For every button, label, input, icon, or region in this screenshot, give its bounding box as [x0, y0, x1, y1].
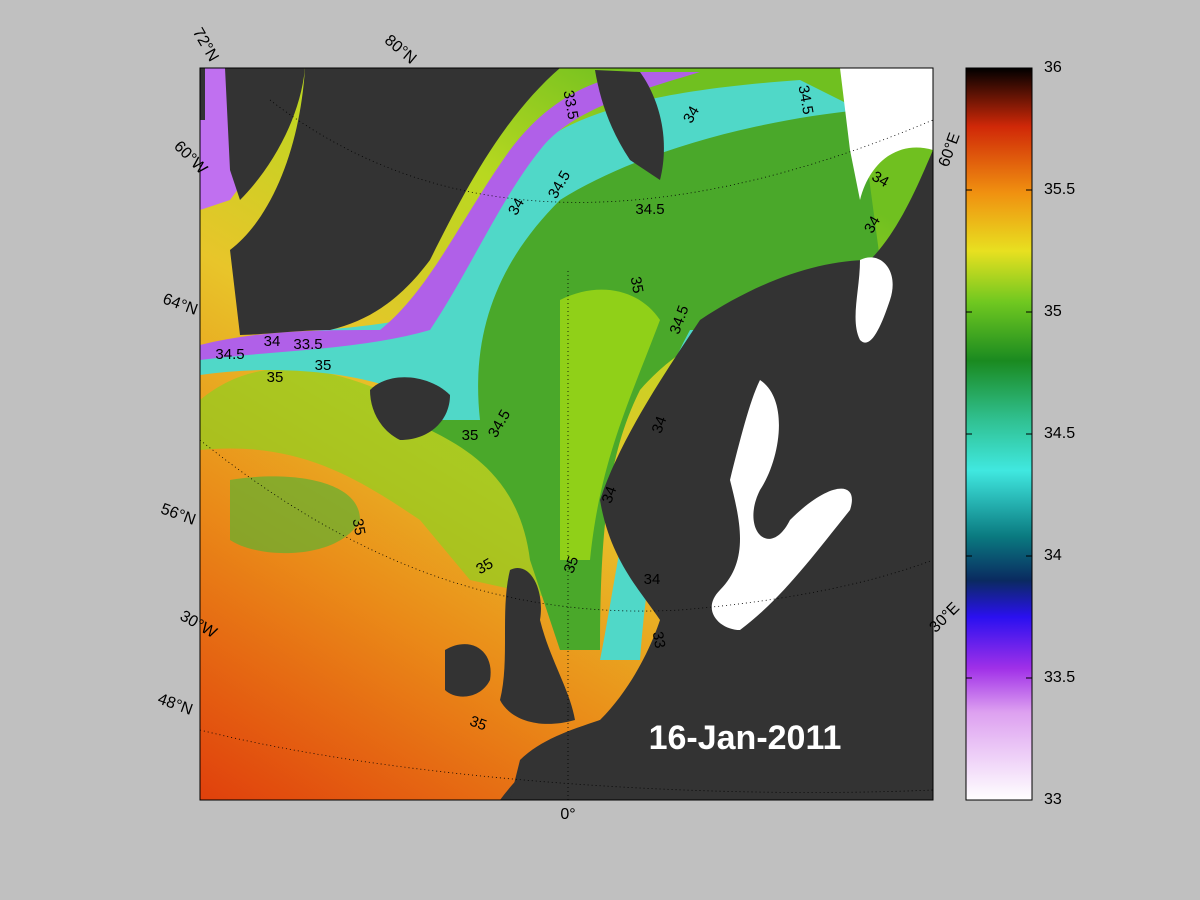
contour-label: 35 [467, 713, 488, 735]
contour-label: 34 [264, 333, 281, 350]
contour-label: 34 [644, 571, 661, 588]
colorbar-tick-label: 33 [1044, 791, 1062, 808]
land [500, 568, 575, 724]
contour-label: 35 [473, 555, 496, 578]
white-sea [855, 257, 893, 343]
contour-label: 34 [505, 195, 528, 218]
contour-label: 33.5 [560, 89, 582, 121]
colorbar-tick-label: 34 [1044, 547, 1062, 564]
contour-label: 33 [649, 630, 669, 649]
contour-label: 35 [267, 369, 284, 386]
contour-labels: 34.5 33.5 34 34.5 34 34.5 34 34 35 34.5 … [215, 84, 891, 734]
land [445, 644, 491, 697]
land [510, 720, 600, 800]
contour-label: 34.5 [215, 346, 244, 363]
contour-label: 35 [627, 275, 647, 294]
contour-label: 34.5 [635, 201, 664, 218]
colorbar-tick-label: 35.5 [1044, 181, 1075, 198]
ocean-zone [230, 476, 360, 554]
colorbar-tick-label: 36 [1044, 59, 1062, 76]
land [200, 68, 305, 200]
land [595, 70, 664, 180]
land [230, 68, 560, 335]
lon-label: 0° [560, 806, 575, 823]
contour-label: 33.5 [293, 336, 322, 353]
graticule [200, 99, 933, 800]
contour-label: 34 [599, 484, 621, 505]
date-label: 16-Jan-2011 [649, 719, 842, 757]
lat-label: 72°N [189, 25, 222, 64]
ice [840, 68, 933, 200]
colorbar-tick-label: 34.5 [1044, 425, 1075, 442]
contour-label: 34 [869, 168, 892, 191]
contour-label: 35 [561, 554, 583, 575]
lon-label: 60°E [936, 131, 964, 170]
land [500, 150, 933, 800]
land [370, 377, 450, 440]
colorbar-tick-label: 35 [1044, 303, 1062, 320]
baltic-sea [711, 380, 852, 630]
contour-label: 34 [649, 414, 671, 435]
map [200, 68, 933, 800]
colorbar-tick-label: 33.5 [1044, 669, 1075, 686]
contour-label: 35 [462, 427, 479, 444]
colorbar [965, 67, 1033, 801]
contour-label: 34.5 [795, 84, 817, 116]
lat-label: 48°N [155, 691, 194, 719]
ocean-zone [560, 289, 660, 560]
lat-label: 80°N [381, 32, 419, 68]
contour-label: 35 [349, 517, 369, 536]
contour-label: 35 [315, 357, 332, 374]
contour-label: 34 [680, 103, 703, 126]
contour-label: 34 [861, 213, 884, 236]
map-frame [199, 67, 934, 801]
lat-label: 56°N [158, 501, 197, 529]
ocean-zone [200, 368, 560, 600]
lat-label: 64°N [160, 291, 199, 319]
